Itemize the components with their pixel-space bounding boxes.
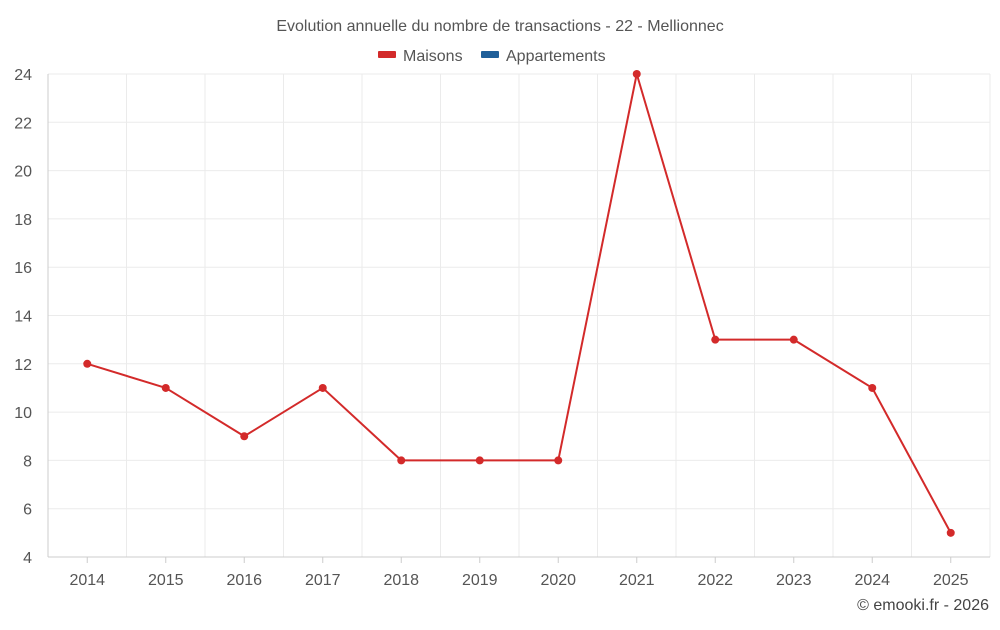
chart-title: Evolution annuelle du nombre de transact… xyxy=(276,18,723,35)
x-tick-label: 2015 xyxy=(148,572,184,589)
x-tick-label: 2017 xyxy=(305,572,341,589)
series-layer xyxy=(83,70,955,537)
x-tick-label: 2020 xyxy=(540,572,576,589)
y-tick-label: 6 xyxy=(23,502,32,519)
data-point[interactable] xyxy=(554,456,563,465)
x-tick-label: 2021 xyxy=(619,572,655,589)
data-point[interactable] xyxy=(397,456,406,465)
data-point[interactable] xyxy=(318,383,327,392)
y-tick-label: 24 xyxy=(14,67,32,84)
data-point[interactable] xyxy=(475,456,484,465)
data-point[interactable] xyxy=(632,70,641,78)
y-tick-label: 10 xyxy=(14,405,32,422)
y-tick-label: 22 xyxy=(14,115,32,132)
data-point[interactable] xyxy=(946,528,955,537)
x-tick-label: 2023 xyxy=(776,572,812,589)
legend-label-maisons[interactable]: Maisons xyxy=(403,48,463,65)
data-point[interactable] xyxy=(83,359,92,368)
x-tick-label: 2016 xyxy=(226,572,262,589)
x-tick-label: 2018 xyxy=(383,572,419,589)
y-tick-label: 16 xyxy=(14,260,32,277)
x-tick-label: 2014 xyxy=(69,572,105,589)
series-maisons xyxy=(83,70,955,537)
axes xyxy=(47,74,990,563)
gridlines xyxy=(48,73,991,557)
series-line xyxy=(86,73,952,534)
y-tick-label: 12 xyxy=(14,357,32,374)
legend: Maisons Appartements xyxy=(378,48,606,65)
y-tick-label: 4 xyxy=(23,550,32,567)
legend-swatch-appartements xyxy=(481,51,499,58)
legend-label-appartements[interactable]: Appartements xyxy=(506,48,606,65)
data-point[interactable] xyxy=(240,432,249,441)
x-tick-label: 2025 xyxy=(933,572,969,589)
data-point[interactable] xyxy=(868,383,877,392)
y-tick-label: 14 xyxy=(14,309,32,326)
data-point[interactable] xyxy=(789,335,798,344)
y-tick-label: 20 xyxy=(14,164,32,181)
x-tick-label: 2022 xyxy=(697,572,733,589)
x-tick-label: 2019 xyxy=(462,572,498,589)
credit-text: © emooki.fr - 2026 xyxy=(857,597,989,614)
x-tick-label: 2024 xyxy=(854,572,890,589)
x-axis-ticks: 2014 2015 2016 2017 2018 2019 2020 2021 2022 2023… xyxy=(69,572,968,589)
y-tick-label: 8 xyxy=(23,453,32,470)
data-point[interactable] xyxy=(161,383,170,392)
legend-swatch-maisons xyxy=(378,51,396,58)
y-tick-label: 18 xyxy=(14,212,32,229)
data-point[interactable] xyxy=(711,335,720,344)
y-axis-ticks: 4 6 8 10 12 14 16 18 20 22 24 xyxy=(14,67,32,567)
